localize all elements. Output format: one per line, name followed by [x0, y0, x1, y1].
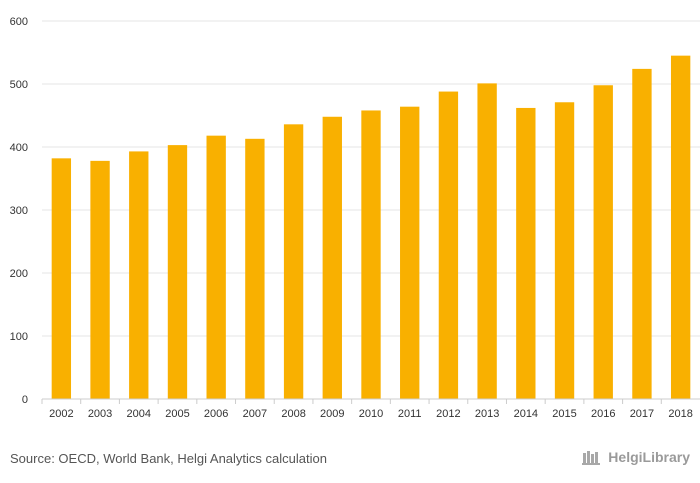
y-tick-label: 400	[10, 142, 28, 154]
bar-2015[interactable]	[554, 102, 575, 400]
bar-2008[interactable]	[283, 124, 304, 399]
bar-2016[interactable]	[593, 85, 613, 399]
x-tick-label: 2015	[552, 408, 576, 420]
x-tick-label: 2014	[514, 408, 538, 420]
x-tick-label: 2012	[436, 408, 460, 420]
x-tick-label: 2016	[591, 408, 615, 420]
bar-2017[interactable]	[632, 68, 652, 399]
x-tick-label: 2002	[49, 408, 73, 420]
bar-2011[interactable]	[400, 106, 420, 400]
x-tick-label: 2011	[398, 408, 422, 420]
bar-2002[interactable]	[51, 158, 72, 399]
x-axis-ticks: 2002 2003 2004 2005 2006 2007 2008 2009 2010 2011…	[41, 399, 693, 420]
bar-2006[interactable]	[206, 135, 226, 399]
x-tick-label: 2009	[320, 408, 344, 420]
x-tick-label: 2007	[243, 408, 267, 420]
bar-2003[interactable]	[90, 160, 110, 399]
x-tick-label: 2004	[127, 408, 151, 420]
x-tick-label: 2017	[630, 408, 654, 420]
bar-2013[interactable]	[477, 83, 497, 400]
x-tick-label: 2006	[204, 408, 228, 420]
bar-2004[interactable]	[129, 151, 149, 399]
library-icon	[582, 451, 601, 465]
y-tick-label: 100	[10, 331, 28, 343]
bars	[51, 55, 691, 400]
x-tick-label: 2005	[165, 408, 189, 420]
helgi-library-logo[interactable]: HelgiLibrary	[582, 449, 690, 465]
bar-2010[interactable]	[361, 110, 381, 400]
x-tick-label: 2018	[668, 408, 692, 420]
x-tick-label: 2013	[475, 408, 499, 420]
bar-2014[interactable]	[516, 107, 536, 399]
y-tick-label: 200	[10, 268, 28, 280]
bar-2005[interactable]	[167, 145, 188, 399]
bar-2007[interactable]	[245, 138, 265, 399]
y-tick-label: 300	[10, 205, 28, 217]
bar-2018[interactable]	[670, 55, 691, 400]
bar-2012[interactable]	[438, 91, 459, 399]
y-tick-label: 0	[22, 394, 28, 406]
source-note: Source: OECD, World Bank, Helgi Analytic…	[10, 451, 327, 466]
x-tick-label: 2003	[88, 408, 112, 420]
y-tick-label: 500	[10, 79, 28, 91]
x-tick-label: 2010	[359, 408, 383, 420]
logo-text: HelgiLibrary	[608, 449, 690, 465]
bar-chart: 0 100 200 300 400 500 600 2002 2003 2004 2005 2006…	[10, 16, 700, 420]
y-tick-label: 600	[10, 16, 28, 28]
bar-2009[interactable]	[322, 116, 342, 399]
x-tick-label: 2008	[281, 408, 305, 420]
y-axis-ticks: 0 100 200 300 400 500 600	[10, 16, 28, 406]
